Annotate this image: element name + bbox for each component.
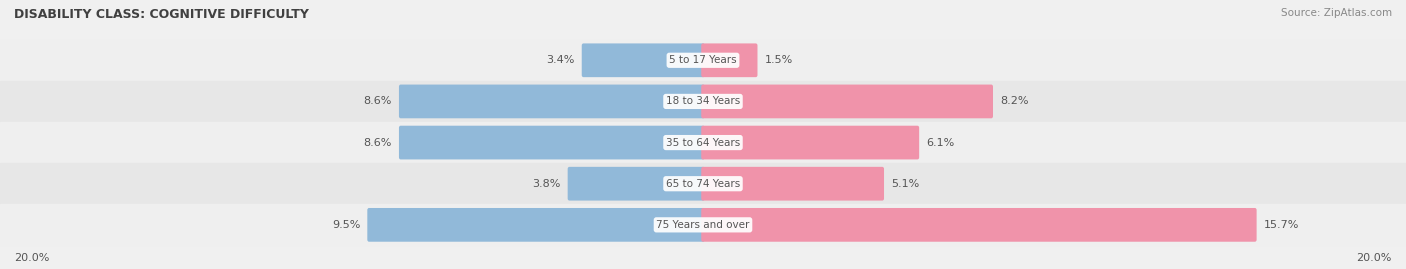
Text: 35 to 64 Years: 35 to 64 Years (666, 137, 740, 148)
Bar (0, 40, 1406, 81)
FancyBboxPatch shape (702, 84, 993, 118)
Text: 75 Years and over: 75 Years and over (657, 220, 749, 230)
FancyBboxPatch shape (399, 84, 704, 118)
FancyBboxPatch shape (367, 208, 704, 242)
Bar (0, 122, 1406, 163)
FancyBboxPatch shape (702, 43, 758, 77)
Text: 15.7%: 15.7% (1264, 220, 1299, 230)
Text: 9.5%: 9.5% (332, 220, 360, 230)
Text: 5.1%: 5.1% (891, 179, 920, 189)
Text: 65 to 74 Years: 65 to 74 Years (666, 179, 740, 189)
Text: 8.6%: 8.6% (364, 96, 392, 107)
FancyBboxPatch shape (702, 126, 920, 160)
FancyBboxPatch shape (702, 167, 884, 201)
Text: 3.4%: 3.4% (547, 55, 575, 65)
Text: 8.2%: 8.2% (1000, 96, 1029, 107)
Text: 8.6%: 8.6% (364, 137, 392, 148)
FancyBboxPatch shape (568, 167, 704, 201)
Text: 5 to 17 Years: 5 to 17 Years (669, 55, 737, 65)
FancyBboxPatch shape (702, 208, 1257, 242)
Bar (0, 81, 1406, 122)
Text: 20.0%: 20.0% (1357, 253, 1392, 263)
Text: 6.1%: 6.1% (927, 137, 955, 148)
Text: 1.5%: 1.5% (765, 55, 793, 65)
Bar (0, 204, 1406, 245)
Text: 20.0%: 20.0% (14, 253, 49, 263)
FancyBboxPatch shape (582, 43, 704, 77)
Text: 3.8%: 3.8% (533, 179, 561, 189)
Text: 18 to 34 Years: 18 to 34 Years (666, 96, 740, 107)
Text: Source: ZipAtlas.com: Source: ZipAtlas.com (1281, 8, 1392, 18)
Bar (0, 163, 1406, 204)
FancyBboxPatch shape (399, 126, 704, 160)
Text: DISABILITY CLASS: COGNITIVE DIFFICULTY: DISABILITY CLASS: COGNITIVE DIFFICULTY (14, 8, 309, 21)
